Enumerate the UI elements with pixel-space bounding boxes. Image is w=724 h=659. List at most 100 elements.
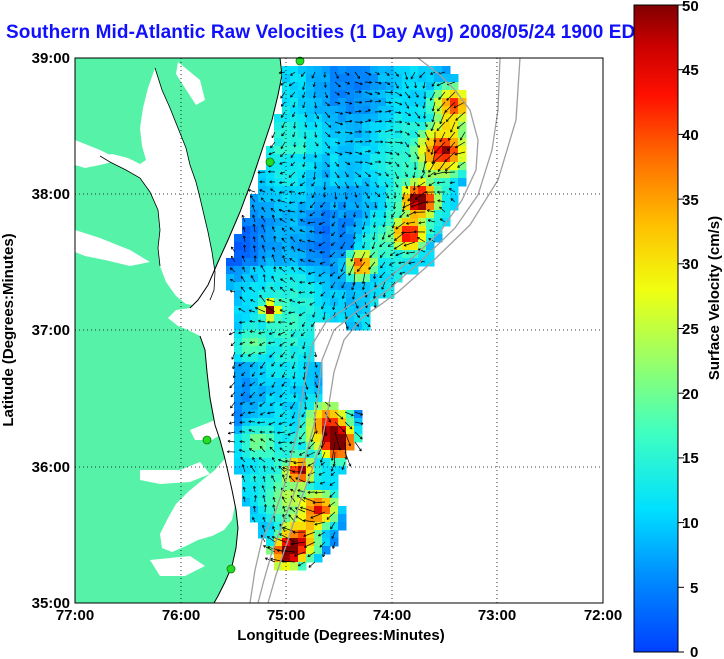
velocity-arrowhead [280,103,283,107]
velocity-arrowhead [328,504,330,507]
velocity-arrow [279,361,286,367]
velocity-cell [426,138,435,147]
velocity-arrowhead [412,187,415,191]
velocity-arrow [344,431,351,447]
velocity-cell [298,290,307,299]
velocity-cell [386,218,395,227]
velocity-arrowhead [387,244,390,247]
velocity-cell [266,202,275,211]
velocity-arrow [249,341,256,344]
velocity-cell [338,458,347,467]
velocity-arrow [318,531,326,537]
velocity-arrow [279,533,296,543]
velocity-cell [322,98,331,107]
velocity-cell [362,138,371,147]
velocity-arrow [268,341,276,344]
velocity-cell [298,138,307,147]
velocity-arrow [334,161,339,167]
velocity-arrow [269,391,276,396]
velocity-cell [458,90,467,99]
velocity-cell [362,234,371,243]
velocity-arrowhead [239,420,242,423]
velocity-arrowhead [263,274,266,277]
velocity-cell [234,250,243,259]
velocity-cell [314,282,323,291]
velocity-arrow [290,218,296,223]
velocity-cell [274,122,283,131]
velocity-cell [234,298,243,307]
velocity-arrowhead [282,467,285,470]
velocity-arrowhead [331,469,334,472]
velocity-cell [242,322,251,331]
velocity-arrowhead [253,236,256,239]
velocity-arrowhead [410,204,414,208]
velocity-cell [322,154,331,163]
velocity-cell [322,194,331,203]
velocity-arrowhead [408,261,411,264]
velocity-arrow [304,391,308,400]
velocity-arrowhead [227,440,231,443]
velocity-cell [354,226,363,235]
velocity-arrow [248,429,256,433]
velocity-arrowhead [302,105,304,108]
velocity-arrowhead [230,343,233,346]
velocity-arrow [314,381,318,389]
velocity-cell [306,170,315,179]
velocity-arrowhead [295,477,298,481]
velocity-arrowhead [249,448,251,451]
velocity-arrowhead [278,459,281,462]
velocity-arrowhead [318,273,321,277]
velocity-arrow [314,351,317,358]
velocity-arrowhead [395,253,398,256]
velocity-arrowhead [279,266,282,269]
velocity-cell [330,490,339,499]
velocity-arrowhead [439,206,443,208]
velocity-arrowhead [415,95,419,98]
velocity-cell [298,122,307,131]
velocity-arrowhead [291,266,295,269]
velocity-arrowhead [277,199,281,201]
velocity-arrow [379,241,386,248]
velocity-cell [234,354,243,363]
velocity-arrowhead [249,287,251,290]
velocity-arrow [263,495,266,503]
velocity-cell [306,386,315,395]
velocity-cell [290,170,299,179]
velocity-cell [322,114,331,123]
velocity-cell [290,154,299,163]
velocity-arrow [344,421,353,430]
velocity-arrowhead [398,261,401,264]
velocity-arrowhead [394,237,396,241]
velocity-arrow [341,281,346,289]
velocity-arrow [290,151,296,158]
velocity-cell [346,322,355,331]
velocity-cell [402,194,411,203]
velocity-cell [258,530,267,539]
velocity-arrow [374,71,380,75]
colorbar-tick-label: 45 [682,62,699,79]
velocity-arrowhead [376,185,379,188]
velocity-cell [234,290,243,299]
velocity-arrowhead [425,160,428,164]
velocity-cell [314,66,323,75]
velocity-arrowhead [271,466,275,469]
velocity-arrowhead [403,243,406,246]
velocity-cell [418,178,427,187]
velocity-arrowhead [227,451,230,454]
velocity-cell [386,210,395,219]
velocity-arrowhead [406,221,409,224]
velocity-arrow [289,258,296,263]
velocity-arrowhead [349,101,353,104]
velocity-arrowhead [428,183,431,186]
velocity-cell [370,146,379,155]
velocity-cell [362,98,371,107]
velocity-arrowhead [302,87,306,90]
velocity-arrow [414,131,420,137]
velocity-arrow [424,111,426,119]
velocity-cell [410,210,419,219]
velocity-arrow [299,239,306,243]
velocity-cell [258,386,267,395]
velocity-cell [266,490,275,499]
velocity-arrowhead [263,476,266,479]
velocity-cell [234,442,243,451]
